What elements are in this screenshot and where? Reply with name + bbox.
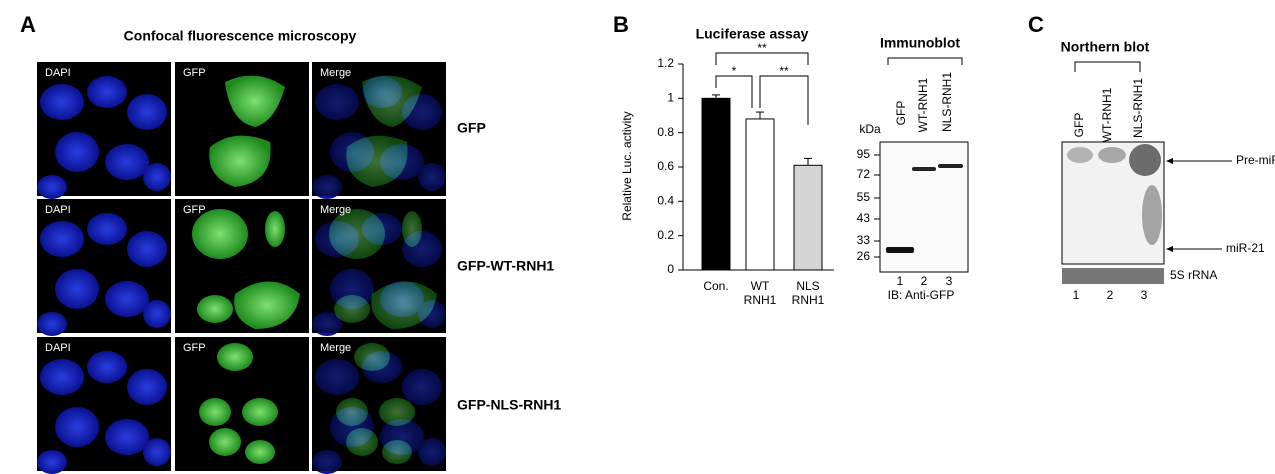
significance: **: [757, 41, 767, 55]
chart-title: Luciferase assay: [696, 26, 809, 42]
lane-label: GFP: [1072, 113, 1086, 138]
y-tick-label: 0.4: [657, 194, 674, 208]
panel-title: Immunoblot: [880, 35, 960, 51]
image-label: DAPI: [45, 204, 71, 216]
panel-label: A: [20, 12, 36, 37]
band-label: Pre-miR-21: [1236, 153, 1275, 167]
image-label: Merge: [320, 204, 351, 216]
y-tick-label: 0.2: [657, 228, 674, 242]
image-label: DAPI: [45, 342, 71, 354]
image-label: Merge: [320, 67, 351, 79]
y-axis-label: Relative Luc. activity: [620, 111, 634, 220]
row-label: GFP-NLS-RNH1: [457, 397, 561, 413]
lane-label: NLS-RNH1: [940, 72, 954, 132]
marker: 95: [857, 147, 871, 161]
lane-number: 1: [1073, 288, 1080, 302]
band-label: miR-21: [1226, 241, 1265, 255]
image-label: GFP: [183, 342, 206, 354]
marker: 33: [857, 233, 871, 247]
image-label: GFP: [183, 204, 206, 216]
marker: 43: [857, 211, 871, 225]
x-tick-label: NLS RNH1: [791, 279, 825, 307]
lane-number: 3: [946, 274, 953, 288]
x-tick-label: Con.: [703, 279, 729, 293]
lane-number: 1: [897, 274, 904, 288]
y-tick-label: 0: [667, 262, 674, 276]
image-label: GFP: [183, 67, 206, 79]
significance-brackets: [715, 52, 809, 125]
row-label: GFP: [457, 120, 486, 136]
unit-label: kDa: [859, 122, 881, 136]
y-tick-label: 0.8: [657, 125, 674, 139]
bar: [793, 164, 823, 271]
significance: **: [779, 64, 789, 78]
lane-label: WT-RNH1: [1100, 87, 1114, 142]
lane-number: 2: [921, 274, 928, 288]
y-tick-label: 1.2: [657, 56, 674, 70]
significance: *: [732, 64, 737, 78]
lane-label: GFP: [894, 101, 908, 126]
bar: [745, 118, 775, 271]
blot-caption: IB: Anti-GFP: [888, 288, 955, 302]
blot-label: 5S rRNA: [1170, 268, 1217, 282]
bar-chart: 0 0.2 0.4 0.6 0.8 1 1.2: [657, 56, 834, 276]
panel-title: Confocal fluorescence microscopy: [124, 28, 357, 44]
marker: 26: [857, 249, 871, 263]
y-tick-label: 1: [667, 91, 674, 105]
marker: 72: [857, 167, 871, 181]
lane-label: NLS-RNH1: [1131, 78, 1145, 138]
lane-number: 3: [1141, 288, 1148, 302]
panel-label: B: [613, 12, 629, 37]
image-label: Merge: [320, 342, 351, 354]
lane-number: 2: [1107, 288, 1114, 302]
lane-label: WT-RNH1: [916, 77, 930, 132]
panel-label: C: [1028, 12, 1044, 37]
x-tick-label: WT RNH1: [743, 279, 777, 307]
image-label: DAPI: [45, 67, 71, 79]
loading-control: [1062, 268, 1164, 284]
y-tick-label: 0.6: [657, 159, 674, 173]
row-label: GFP-WT-RNH1: [457, 258, 554, 274]
panel-title: Northern blot: [1061, 39, 1150, 55]
micro-row: [37, 62, 446, 474]
marker: 55: [857, 190, 871, 204]
bar: [701, 97, 731, 271]
